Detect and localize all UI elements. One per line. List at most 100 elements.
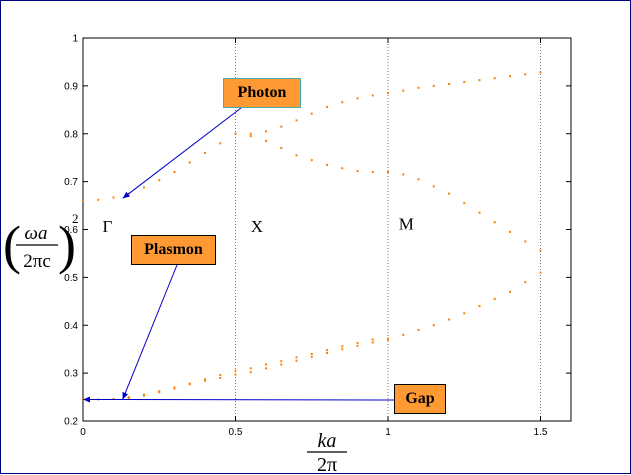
band-point-1 xyxy=(448,192,450,195)
band-point-0 xyxy=(143,186,145,189)
y-axis-label: ( ωa 2πc ) 2 xyxy=(3,211,79,275)
band-point-1 xyxy=(478,211,481,214)
band-point-3 xyxy=(326,352,328,355)
band-point-2 xyxy=(341,345,344,348)
band-point-2 xyxy=(356,341,359,344)
band-point-0 xyxy=(356,97,359,100)
band-point-0 xyxy=(463,81,466,84)
band-point-0 xyxy=(310,112,313,115)
x-tick-label: 1 xyxy=(385,427,391,438)
band-point-3 xyxy=(341,348,344,351)
band-point-1 xyxy=(326,163,328,166)
band-point-2 xyxy=(249,367,252,370)
band-point-2 xyxy=(295,356,298,359)
band-point-1 xyxy=(371,171,374,174)
band-point-2 xyxy=(402,333,405,336)
band-point-1 xyxy=(402,173,405,176)
band-point-0 xyxy=(295,119,298,122)
band-point-3 xyxy=(265,367,267,370)
band-point-0 xyxy=(204,151,206,154)
band-point-1 xyxy=(493,221,496,224)
y-tick-label: 0.4 xyxy=(64,321,78,332)
y-tick-label: 0.2 xyxy=(64,417,78,428)
y-tick-label: 0.6 xyxy=(64,225,78,236)
band-point-1 xyxy=(280,147,283,150)
band-point-2 xyxy=(265,363,267,366)
band-point-1 xyxy=(310,159,313,162)
band-point-0 xyxy=(82,199,84,202)
y-axis-label-right-paren: ) xyxy=(58,215,76,275)
band-point-0 xyxy=(402,89,405,92)
band-point-0 xyxy=(326,105,328,108)
gap-arrow xyxy=(82,396,395,403)
band-point-3 xyxy=(219,376,222,379)
y-axis-label-denominator: 2πc xyxy=(23,251,51,272)
band-point-2 xyxy=(417,329,420,332)
band-point-2 xyxy=(204,378,206,381)
gap-callout: Gap xyxy=(394,384,446,414)
band-point-3 xyxy=(356,344,359,347)
band-point-2 xyxy=(112,397,115,400)
band-point-0 xyxy=(432,84,435,87)
plot-area xyxy=(82,37,572,422)
band-point-1 xyxy=(539,249,542,252)
band-point-2 xyxy=(234,369,237,372)
band-point-0 xyxy=(265,130,267,133)
symmetry-label-0: Γ xyxy=(102,217,112,236)
band-point-1 xyxy=(387,171,389,174)
x-axis-label-numerator: ka xyxy=(318,430,337,452)
band-point-3 xyxy=(371,341,374,344)
y-tick-label: 0.5 xyxy=(64,273,78,284)
band-point-0 xyxy=(539,71,542,74)
band-point-2 xyxy=(371,338,374,341)
band-point-0 xyxy=(97,198,100,201)
band-point-0 xyxy=(219,142,222,145)
band-point-1 xyxy=(234,132,237,135)
band-point-1 xyxy=(295,154,298,157)
symmetry-label-2: M xyxy=(399,215,414,234)
plasmon-arrow xyxy=(122,264,178,400)
band-point-3 xyxy=(127,396,130,399)
y-tick-label: 0.8 xyxy=(64,129,78,140)
band-point-3 xyxy=(234,373,237,376)
y-axis-label-numerator: ωa xyxy=(25,223,48,244)
band-point-3 xyxy=(249,371,252,374)
band-point-2 xyxy=(432,324,435,327)
symmetry-label-1: X xyxy=(251,217,263,236)
band-point-3 xyxy=(387,338,389,341)
band-point-1 xyxy=(417,178,420,181)
band-point-0 xyxy=(509,75,511,78)
band-point-3 xyxy=(295,359,298,362)
band-point-0 xyxy=(448,82,450,85)
band-point-2 xyxy=(280,360,283,363)
band-point-0 xyxy=(524,73,527,76)
band-point-0 xyxy=(417,86,420,89)
x-tick-label: 0 xyxy=(80,427,86,438)
band-point-2 xyxy=(326,349,328,352)
band-point-3 xyxy=(310,355,313,358)
band-point-1 xyxy=(509,230,511,233)
band-point-2 xyxy=(219,374,222,377)
photon-callout: Photon xyxy=(223,78,301,108)
band-point-0 xyxy=(493,77,496,80)
band-point-1 xyxy=(524,240,527,243)
band-point-3 xyxy=(280,363,283,366)
band-point-1 xyxy=(432,185,435,188)
band-point-0 xyxy=(158,179,161,182)
band-point-2 xyxy=(539,271,542,274)
plasmon-callout: Plasmon xyxy=(131,235,216,265)
band-point-0 xyxy=(371,94,374,97)
photon-arrow xyxy=(122,107,242,199)
band-point-0 xyxy=(341,101,344,104)
band-point-2 xyxy=(448,318,450,321)
band-point-3 xyxy=(188,382,191,385)
band-point-2 xyxy=(524,281,527,284)
band-point-3 xyxy=(173,386,176,389)
y-tick-label: 0.9 xyxy=(64,81,78,92)
band-point-2 xyxy=(310,352,313,355)
band-point-2 xyxy=(493,297,496,300)
band-point-1 xyxy=(341,167,344,170)
band-point-3 xyxy=(158,390,161,393)
